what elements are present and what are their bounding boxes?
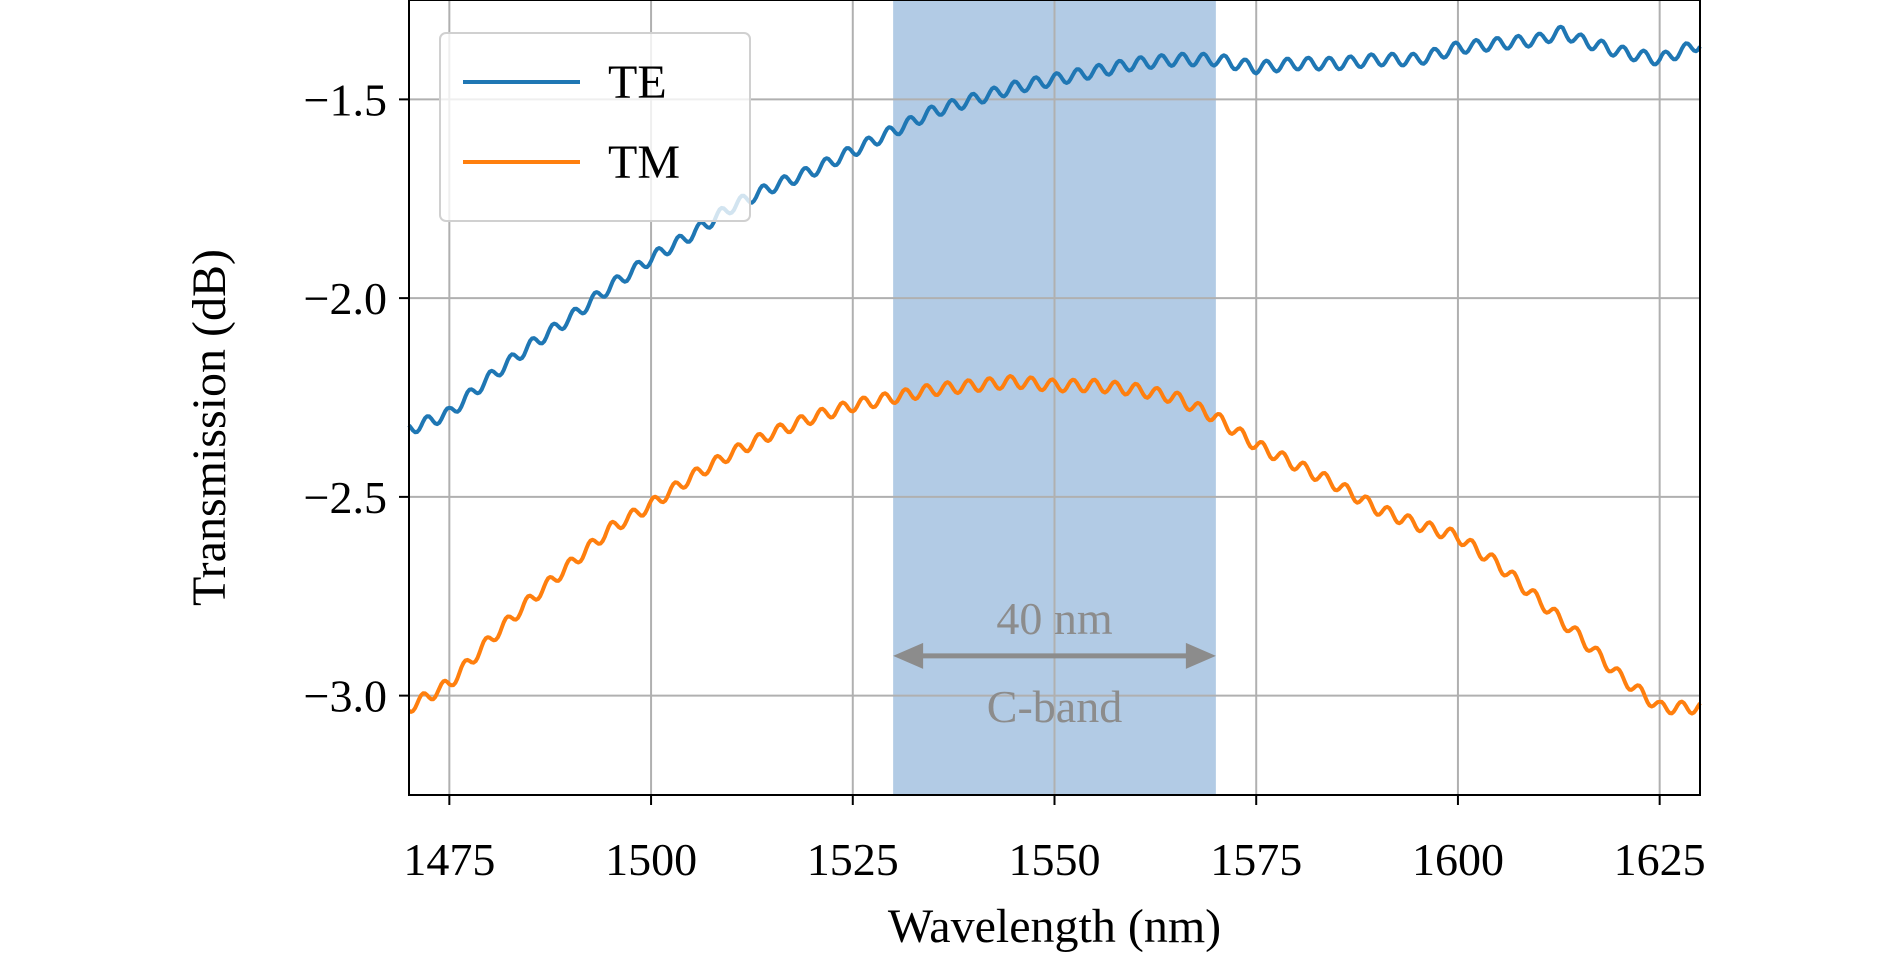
x-tick-label: 1625: [1614, 834, 1706, 885]
x-tick-label: 1500: [605, 834, 697, 885]
legend-te-label: TE: [608, 56, 667, 109]
y-tick-label: −2.0: [304, 273, 387, 324]
x-tick-label: 1550: [1009, 834, 1101, 885]
span-label: 40 nm: [996, 593, 1113, 644]
x-axis-label: Wavelength (nm): [888, 900, 1221, 953]
x-tick-label: 1475: [403, 834, 495, 885]
arrow-head-right: [1185, 642, 1216, 669]
y-tick-label: −2.5: [304, 472, 387, 523]
arrow-head-left: [893, 642, 924, 669]
c-band-annotation: 40 nm C-band: [893, 593, 1216, 732]
x-tick-label: 1525: [807, 834, 899, 885]
y-tick-label: −3.0: [304, 671, 387, 722]
series-lines: [407, 24, 1702, 716]
x-tick-label: 1600: [1412, 834, 1504, 885]
legend: TE TM: [439, 32, 751, 222]
y-axis-ticks: −1.5 −2.0 −2.5 −3.0: [304, 74, 409, 722]
legend-box: [439, 32, 751, 222]
span-arrow: [893, 642, 1216, 669]
y-axis-label: Transmission (dB): [183, 249, 236, 606]
series-line-tm: [408, 374, 1702, 716]
y-tick-label: −1.5: [304, 74, 387, 125]
band-label: C-band: [987, 681, 1122, 732]
series-line-te: [407, 24, 1702, 435]
legend-tm-label: TM: [608, 136, 680, 189]
x-axis-ticks: 1475 1500 1525 1550 1575 1600 1625: [403, 795, 1706, 885]
x-tick-label: 1575: [1210, 834, 1302, 885]
